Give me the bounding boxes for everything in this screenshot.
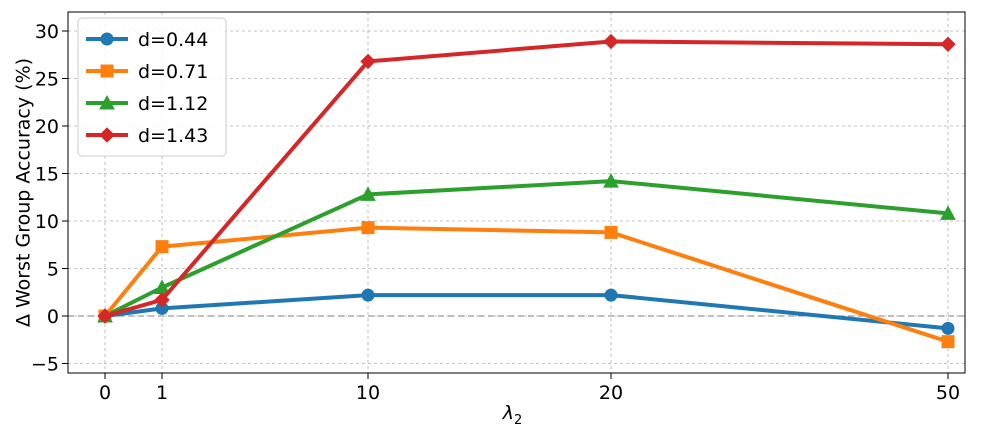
data-point	[940, 205, 956, 220]
axes: 0 1 10 20 50 −5 0 5 10 15 20 25 30	[31, 21, 960, 404]
data-point	[360, 186, 376, 201]
y-tick-label: 5	[47, 259, 59, 281]
series-line	[103, 39, 950, 318]
series-d=0.71	[98, 221, 955, 349]
y-axis-label: Δ Worst Group Accuracy (%)	[13, 58, 35, 327]
y-tick-label: 15	[35, 164, 59, 186]
legend-marker	[100, 32, 114, 46]
legend-item: d=0.71	[86, 61, 208, 83]
x-tick-label: 50	[936, 382, 960, 404]
legend-marker	[99, 127, 115, 143]
series-d=0.44	[98, 288, 955, 335]
y-tick-label: 20	[35, 116, 59, 138]
legend-label: d=1.12	[138, 93, 208, 115]
x-tick-label: 10	[356, 382, 380, 404]
legend-label: d=0.44	[138, 29, 208, 51]
data-point	[604, 288, 618, 302]
y-tick-label: 10	[35, 211, 59, 233]
x-axis-label-subscript: 2	[514, 413, 522, 428]
x-tick-label: 0	[99, 382, 111, 404]
legend-box	[77, 17, 227, 157]
data-point	[940, 36, 956, 53]
x-axis-label: λ2	[502, 402, 523, 428]
series-group	[97, 33, 956, 349]
legend: d=0.44 d=0.71 d=1.12 d=1.43	[77, 17, 227, 157]
data-point	[154, 292, 170, 308]
x-axis-label-symbol: λ	[502, 402, 514, 424]
data-point	[603, 33, 619, 50]
x-tick-label: 1	[156, 382, 168, 404]
y-tick-label: −5	[31, 354, 59, 376]
legend-marker	[99, 94, 115, 110]
legend-label: d=0.71	[138, 61, 208, 83]
x-tick-label: 20	[599, 382, 623, 404]
legend-item: d=0.44	[86, 29, 208, 51]
data-point	[604, 225, 618, 239]
series-d=1.43	[97, 33, 956, 324]
data-point	[155, 240, 169, 254]
data-point	[361, 288, 375, 302]
legend-marker	[100, 64, 114, 78]
data-point	[361, 221, 375, 235]
legend-item: d=1.12	[86, 93, 208, 115]
data-point	[941, 321, 955, 335]
data-point	[97, 308, 113, 324]
series-d=1.12	[97, 173, 956, 323]
y-tick-label: 0	[47, 306, 59, 328]
y-tick-label: 25	[35, 69, 59, 91]
y-tick-label: 30	[35, 21, 59, 43]
legend-label: d=1.43	[138, 125, 208, 147]
series-line	[103, 225, 950, 344]
legend-item: d=1.43	[86, 125, 208, 147]
data-point	[603, 173, 619, 188]
plot-area-frame	[67, 11, 966, 374]
data-point	[360, 53, 376, 70]
data-point	[941, 335, 955, 349]
